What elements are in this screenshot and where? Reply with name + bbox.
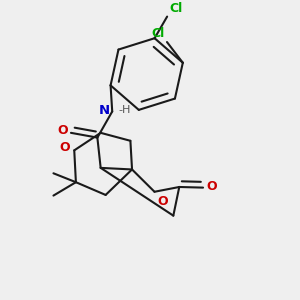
Text: O: O: [157, 195, 168, 208]
Text: Cl: Cl: [170, 2, 183, 15]
Text: -H: -H: [118, 105, 130, 115]
Text: Cl: Cl: [151, 27, 164, 40]
Text: O: O: [57, 124, 68, 137]
Text: N: N: [98, 104, 110, 117]
Text: O: O: [60, 141, 70, 154]
Text: O: O: [206, 179, 217, 193]
